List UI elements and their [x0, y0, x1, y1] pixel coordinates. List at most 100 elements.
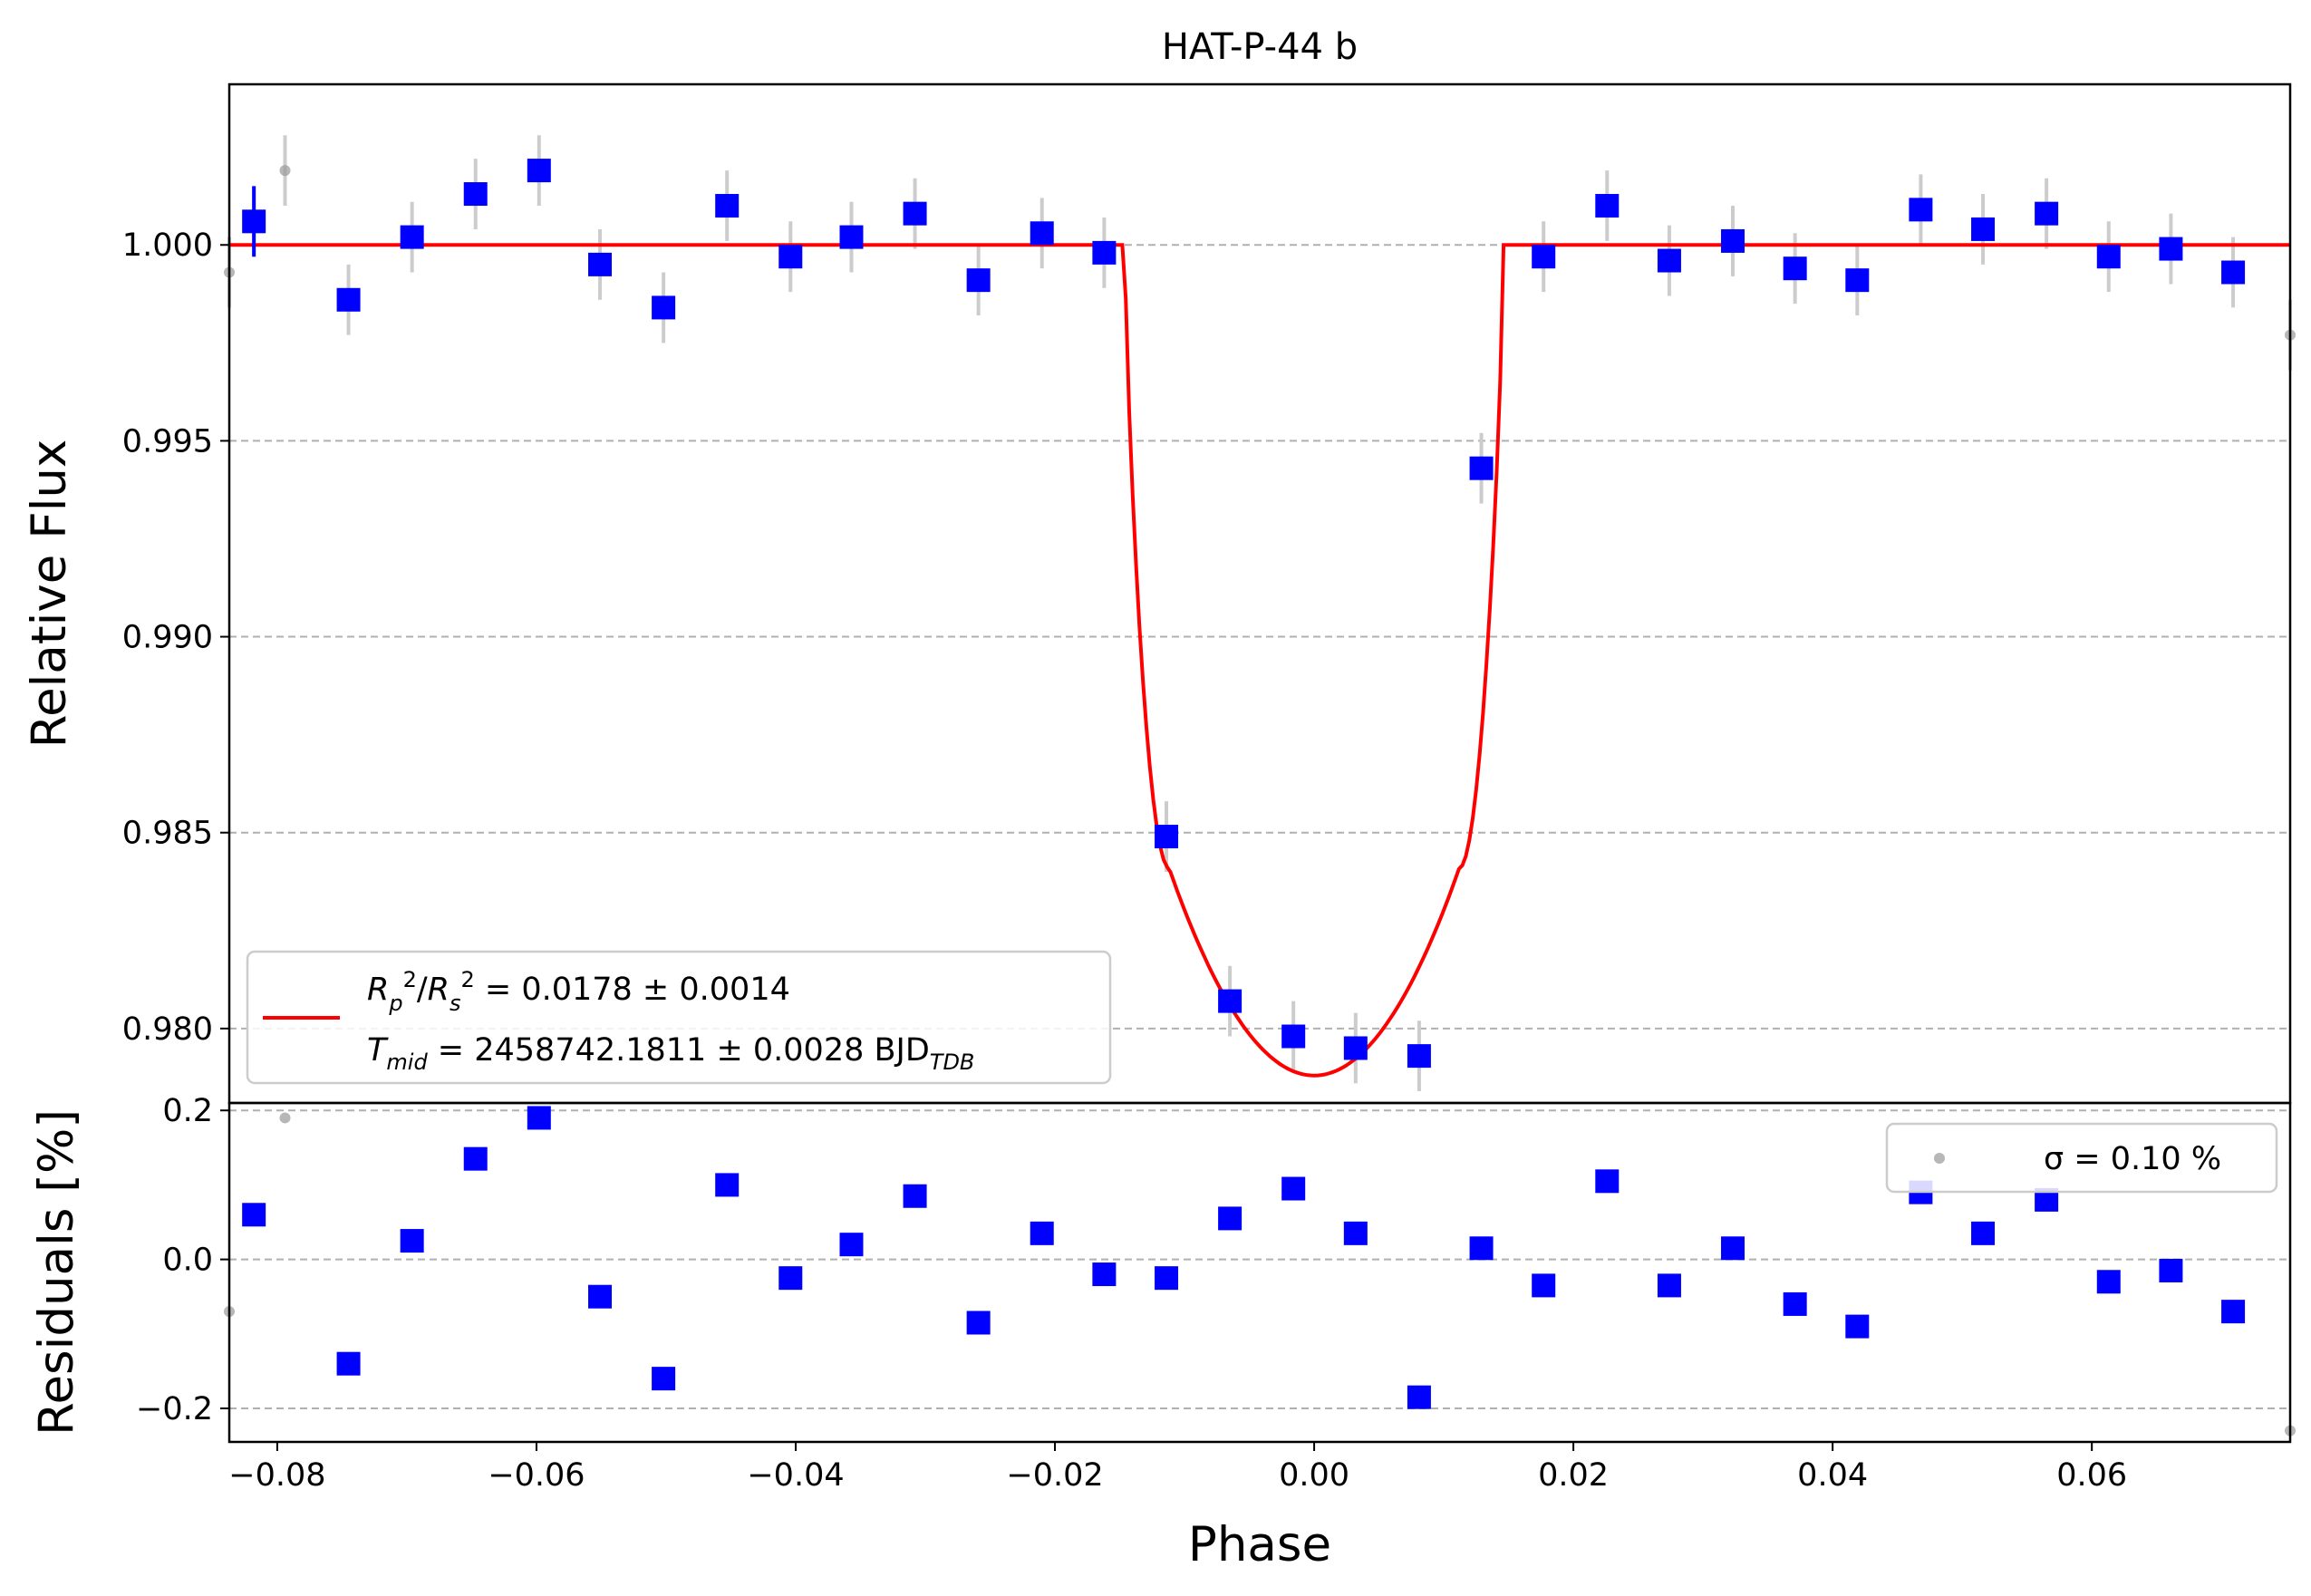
binned-point [1343, 1036, 1368, 1060]
legend-entry-depth: Rp2/Rs2 = 0.0178 ± 0.0014 [367, 967, 790, 1016]
binned-residual-point [1281, 1176, 1306, 1201]
binned-point [1281, 1024, 1306, 1049]
top-y-tick-label: 0.990 [122, 620, 213, 656]
top-y-tick-label: 0.995 [122, 423, 213, 459]
binned-residual-point [1469, 1236, 1494, 1261]
binned-point [2221, 260, 2246, 285]
binned-residual-point [966, 1311, 991, 1335]
binned-point [2159, 237, 2183, 261]
bottom-y-tick-label: 0.2 [162, 1093, 213, 1129]
binned-point [527, 159, 551, 183]
bottom-y-tick-label: −0.2 [136, 1391, 213, 1427]
sigma-legend-marker [1934, 1153, 1945, 1164]
binned-residual-point [2159, 1258, 2183, 1282]
binned-point [1092, 240, 1117, 265]
binned-point [778, 245, 803, 269]
bottom-plot-frame [227, 1101, 2292, 1444]
top-y-tick-label: 1.000 [122, 227, 213, 264]
top-legend: Rp2/Rs2 = 0.0178 ± 0.0014 Tmid = 2458742… [246, 950, 1112, 1085]
binned-residual-point [903, 1184, 927, 1208]
binned-residual-point [588, 1284, 613, 1309]
binned-point [715, 194, 740, 218]
binned-point [1971, 217, 1996, 241]
x-tick-label: 0.02 [1538, 1457, 1609, 1494]
binned-residual-point [1030, 1221, 1054, 1245]
binned-residual-point [652, 1367, 676, 1391]
bottom-y-ticks: 0.2 0.0 −0.2 [136, 1093, 229, 1427]
binned-residual-point [336, 1351, 361, 1376]
binned-residual-point [2096, 1270, 2121, 1294]
binned-point [2035, 201, 2059, 226]
binned-residual-point [1595, 1169, 1620, 1194]
bottom-legend-box [1885, 1122, 2278, 1194]
top-y-ticks: 1.000 0.995 0.990 0.985 0.980 [122, 227, 229, 1048]
binned-point [1030, 221, 1054, 246]
binned-point [1721, 228, 1745, 253]
binned-residual-point [715, 1173, 740, 1197]
binned-residual-point [778, 1266, 803, 1291]
x-tick-label: −0.08 [228, 1457, 325, 1494]
binned-point [1218, 989, 1243, 1013]
bottom-y-tick-label: 0.0 [162, 1243, 213, 1279]
bottom-x-ticks: −0.08 −0.06 −0.04 −0.02 0.00 0.02 0.04 0.06 [228, 1442, 2127, 1494]
binned-residual-point [1971, 1221, 1996, 1245]
binned-point [400, 225, 424, 249]
top-y-axis-title: Relative Flux [22, 440, 77, 749]
binned-point [1595, 194, 1620, 218]
binned-point [1469, 456, 1494, 480]
binned-point [1909, 198, 1933, 222]
bottom-gridlines [229, 1109, 2290, 1410]
binned-point [1783, 256, 1807, 281]
raw-point [279, 165, 291, 177]
binned-point [463, 182, 488, 207]
binned-residual-point [1783, 1291, 1807, 1316]
binned-point [1657, 248, 1681, 273]
x-tick-label: −0.02 [1006, 1457, 1103, 1494]
binned-residual-point [527, 1106, 551, 1130]
bottom-data-layer [224, 1106, 2296, 1436]
bottom-legend: σ = 0.10 % [1885, 1122, 2278, 1194]
binned-residual-point [1845, 1314, 1870, 1339]
binned-residual-point [1092, 1262, 1117, 1287]
binned-point [1532, 245, 1556, 269]
binned-point [1407, 1044, 1431, 1069]
binned-residual-point [463, 1146, 488, 1171]
x-tick-label: 0.06 [2056, 1457, 2127, 1494]
raw-residual-point [279, 1112, 291, 1124]
top-legend-box [246, 950, 1112, 1085]
transit-model-curve [229, 243, 2290, 1078]
binned-residual-point [400, 1229, 424, 1253]
binned-residual-point [2221, 1300, 2246, 1324]
legend-entry-tmid: Tmid = 2458742.1811 ± 0.0028 BJDTDB [367, 1032, 974, 1075]
x-tick-label: 0.00 [1279, 1457, 1349, 1494]
top-y-tick-label: 0.980 [122, 1011, 213, 1048]
binned-point [839, 225, 864, 249]
bottom-y-axis-title: Residuals [%] [29, 1109, 84, 1436]
binned-point [2096, 245, 2121, 269]
sigma-legend-label: σ = 0.10 % [2044, 1141, 2221, 1177]
binned-point [903, 201, 927, 226]
top-y-tick-label: 0.985 [122, 816, 213, 852]
binned-residual-point [242, 1203, 266, 1227]
binned-residual-point [1407, 1385, 1431, 1409]
binned-residual-point [839, 1233, 864, 1257]
chart-title: HAT-P-44 b [1162, 26, 1358, 68]
binned-residual-point [1218, 1206, 1243, 1231]
binned-residual-point [1721, 1236, 1745, 1261]
binned-point [966, 268, 991, 293]
binned-residual-point [1532, 1273, 1556, 1298]
x-tick-label: −0.06 [488, 1457, 585, 1494]
binned-residual-point [1657, 1273, 1681, 1298]
binned-point [1155, 825, 1179, 849]
x-axis-title: Phase [1188, 1517, 1331, 1572]
binned-point [588, 252, 613, 276]
binned-point [652, 295, 676, 320]
binned-residual-point [1155, 1266, 1179, 1291]
binned-point [336, 287, 361, 312]
binned-residual-point [1343, 1221, 1368, 1245]
x-tick-label: −0.04 [747, 1457, 844, 1494]
x-tick-label: 0.04 [1797, 1457, 1868, 1494]
binned-point [1845, 268, 1870, 293]
